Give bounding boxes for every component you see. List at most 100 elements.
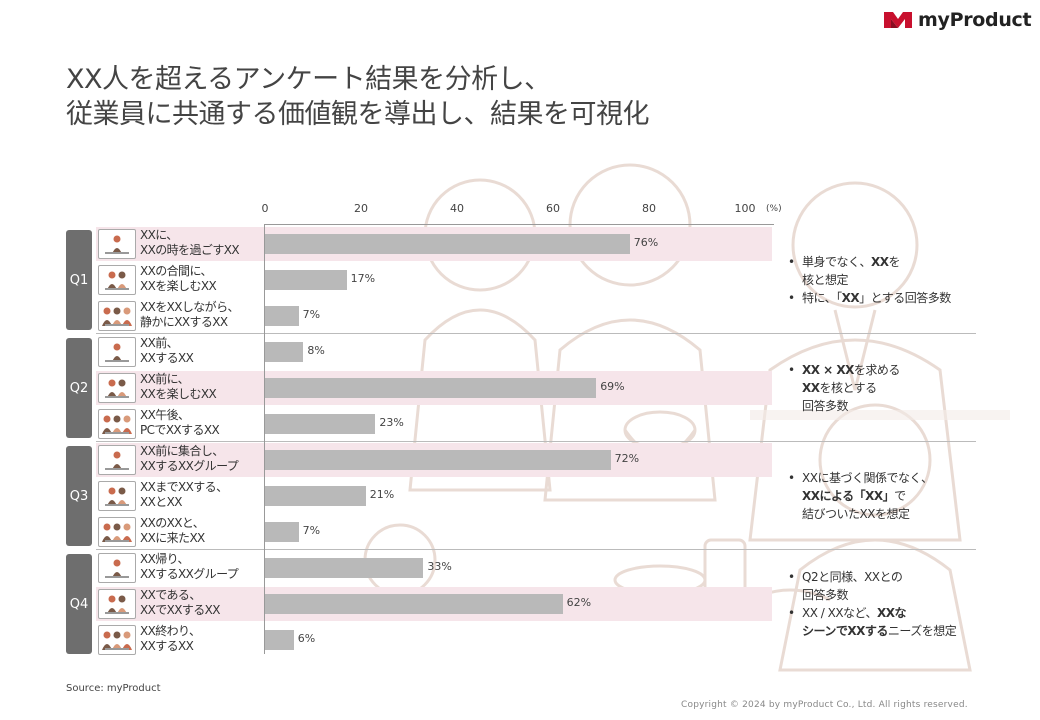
bar-category-label: XX午後、 PCでXXするXX [140, 408, 220, 438]
question-group-tab: Q3 [66, 446, 92, 546]
people-illustration-icon [102, 631, 132, 650]
bar-category-label: XXをXXしながら、 静かにXXするXX [140, 300, 239, 330]
bar-category-label-line: XX午後、 [140, 408, 190, 422]
bullet-marker: • [788, 606, 795, 620]
bar-category-label: XX終わり、 XXするXX [140, 624, 201, 654]
scene-thumbnail [98, 373, 136, 403]
bullet-marker: • [788, 570, 795, 584]
insight-bullet: • XXに基づく関係でなく、 XXによる「XX」で 結びついたXXを想定 [788, 469, 933, 523]
bar-category-label-line: XXでXXするXX [140, 603, 221, 617]
bar-category-label-line: PCでXXするXX [140, 423, 220, 437]
bar [265, 630, 294, 650]
people-illustration-icon [105, 271, 129, 290]
bar-category-label-line: XXに来たXX [140, 531, 205, 545]
bar-category-label-line: XXのXXと、 [140, 516, 205, 530]
scene-thumbnail [98, 409, 136, 439]
insight-text: XXな [876, 606, 907, 620]
bar-category-label: XX前に集合し、 XXするXXグループ [140, 444, 239, 474]
people-illustration-icon [105, 451, 129, 470]
bar-value-label: 7% [302, 524, 321, 537]
insight-text: XX [841, 291, 860, 305]
bar-value-label: 62% [566, 596, 592, 609]
bar [265, 306, 299, 326]
insight-line: Q2と同様、XXとの [802, 568, 903, 586]
bar-category-label-line: 静かにXXするXX [140, 315, 228, 329]
scene-thumbnail [98, 553, 136, 583]
scene-thumbnail [98, 625, 136, 655]
bar-value-label: 21% [369, 488, 395, 501]
bar-category-label-line: XX終わり、 [140, 624, 201, 638]
group-insight-note: • Q2と同様、XXとの 回答多数 • XX / XXなど、XXな シーンでXXするニーズ… [788, 568, 957, 640]
insight-text: シーンでXXする [802, 624, 888, 638]
insight-text: を核とする [819, 381, 878, 395]
insight-text: XXに基づく関係でなく、 [802, 471, 933, 485]
insight-line: XXによる「XX」で [802, 487, 932, 505]
group-insight-note: • 単身でなく、XXを 核と想定 • 特に、「XX」とする回答多数 [788, 253, 951, 307]
copyright-text: Copyright © 2024 by myProduct Co., Ltd. … [681, 700, 968, 710]
bar-value-label: 76% [633, 236, 659, 249]
insight-bullet: • 特に、「XX」とする回答多数 [788, 289, 951, 307]
people-illustration-icon [105, 343, 129, 362]
bar [265, 486, 366, 506]
insight-line: 回答多数 [802, 586, 902, 604]
group-insight-note: • XX × XXを求める XXを核とする 回答多数 [788, 361, 900, 415]
insight-text: 特に、「 [802, 291, 842, 305]
insight-line: XX × XXを求める [802, 361, 900, 379]
bar-category-label-line: XXに、 [140, 228, 178, 242]
group-separator [96, 549, 976, 550]
bar-value-label: 17% [350, 272, 376, 285]
people-illustration-icon [105, 487, 129, 506]
bar-category-label-line: XXの合間に、 [140, 264, 212, 278]
people-illustration-icon [105, 595, 129, 614]
x-axis-line [264, 224, 774, 225]
people-illustration-icon [105, 559, 129, 578]
people-illustration-icon [102, 307, 132, 326]
bullet-marker: • [788, 291, 795, 305]
insight-bullet: • Q2と同様、XXとの 回答多数 [788, 568, 956, 604]
bar-category-label-line: XXをXXしながら、 [140, 300, 239, 314]
group-separator [96, 333, 976, 334]
insight-line: 特に、「XX」とする回答多数 [802, 289, 951, 307]
bar [265, 270, 347, 290]
bar-category-label: XXに、 XXの時を過ごすXX [140, 228, 240, 258]
bar-category-label-line: XXするXXグループ [140, 459, 239, 473]
people-illustration-icon [102, 415, 132, 434]
bar-category-label: XXである、 XXでXXするXX [140, 588, 221, 618]
bar [265, 594, 563, 614]
bar-category-label-line: XXを楽しむXX [140, 387, 217, 401]
insight-text: 核と想定 [802, 273, 849, 287]
bar-value-label: 72% [614, 452, 640, 465]
insight-line: XXに基づく関係でなく、 [802, 469, 933, 487]
group-separator [96, 441, 976, 442]
bar-category-label: XXまでXXする、 XXとXX [140, 480, 228, 510]
bullet-marker: • [788, 255, 795, 269]
insight-bullet: • 単身でなく、XXを 核と想定 [788, 253, 951, 289]
scene-thumbnail [98, 229, 136, 259]
insight-line: 核と想定 [802, 271, 900, 289]
bar [265, 378, 597, 398]
bar-value-label: 8% [307, 344, 325, 357]
scene-thumbnail [98, 301, 136, 331]
bar [265, 234, 630, 254]
scene-thumbnail [98, 337, 136, 367]
scene-thumbnail [98, 445, 136, 475]
y-axis-line [264, 224, 265, 654]
bar-category-label: XXのXXと、 XXに来たXX [140, 516, 205, 546]
brand-logo-icon [884, 12, 912, 28]
question-group-tab: Q1 [66, 230, 92, 330]
bullet-marker: • [788, 363, 795, 377]
bar-category-label-line: XX前に集合し、 [140, 444, 224, 458]
bar-category-label-line: XX前に、 [140, 372, 190, 386]
bar-category-label-line: XXするXX [140, 639, 194, 653]
bar-value-label: 6% [297, 632, 316, 645]
bar [265, 450, 611, 470]
question-group-tab: Q4 [66, 554, 92, 654]
insight-text: 結びついたXXを想定 [802, 507, 910, 521]
people-illustration-icon [102, 523, 132, 542]
insight-text: 回答多数 [802, 399, 849, 413]
insight-text: 単身でなく、 [802, 255, 872, 269]
page-title-line-1: XX人を超えるアンケート結果を分析し、 [66, 64, 551, 95]
insight-bullet: • XX / XXなど、XXな シーンでXXするニーズを想定 [788, 604, 957, 640]
bar-category-label: XX前、 XXするXX [140, 336, 194, 366]
x-axis-tick-label: 20 [354, 202, 368, 215]
